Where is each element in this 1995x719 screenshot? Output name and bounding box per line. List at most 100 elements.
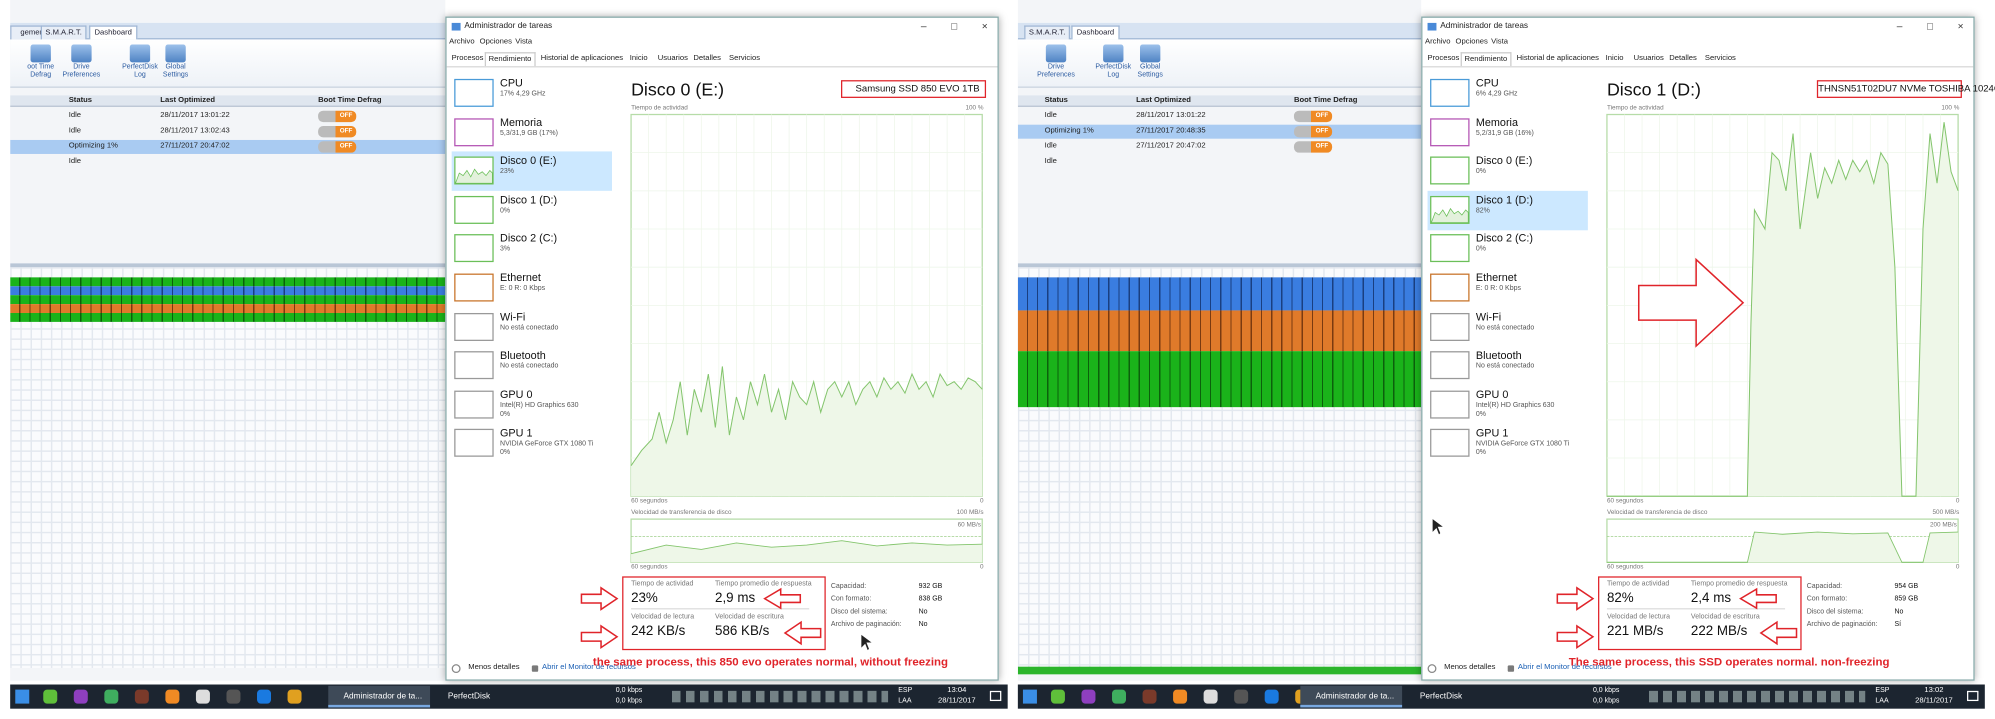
toolbar-icon[interactable] (129, 44, 151, 63)
device-name[interactable]: Disco 1 (D:) (500, 193, 558, 206)
tab[interactable]: Servicios (729, 54, 761, 63)
device-name[interactable]: Disco 2 (C:) (500, 232, 558, 245)
device-name[interactable]: Wi-Fi (500, 309, 526, 323)
tab[interactable]: Detalles (1669, 54, 1697, 63)
tab[interactable]: Detalles (693, 54, 722, 63)
device-name[interactable]: Disco 0 (E:) (1475, 154, 1533, 167)
toolbar-icon[interactable] (1045, 44, 1067, 63)
window-control[interactable]: × (1957, 20, 1964, 32)
device-name[interactable]: GPU 1 (500, 426, 533, 440)
device-name[interactable]: Disco 0 (E:) (500, 154, 557, 167)
tab[interactable]: Procesos (451, 54, 484, 63)
device-name[interactable]: Bluetooth (500, 348, 546, 362)
taskbar-window[interactable]: Administrador de ta... (1300, 685, 1403, 708)
notification-icon[interactable] (989, 690, 1002, 702)
tab[interactable]: Rendimiento (1460, 52, 1512, 67)
toolbar-icon[interactable] (165, 44, 186, 63)
toolbar-icon[interactable] (30, 44, 51, 63)
clock-time[interactable]: 13:02 (1924, 687, 1944, 695)
taskbar-icon[interactable] (1264, 689, 1279, 704)
taskbar-icon[interactable] (1173, 689, 1188, 704)
toolbar-icon[interactable] (1139, 44, 1161, 63)
taskbar-icon[interactable] (287, 689, 302, 704)
language[interactable]: LAA (1875, 697, 1889, 705)
window-control[interactable]: – (1896, 20, 1903, 32)
device-name[interactable]: Bluetooth (1475, 348, 1522, 362)
menu-item[interactable]: Archivo (1424, 38, 1451, 46)
device-name[interactable]: CPU (500, 76, 523, 90)
footer-link[interactable]: Abrir el Monitor de recursos (542, 664, 636, 672)
taskbar-icon[interactable] (1081, 689, 1096, 704)
clock-date[interactable]: 28/11/2017 (937, 697, 976, 705)
toggle-off[interactable]: OFF (1293, 110, 1333, 123)
language[interactable]: LAA (898, 697, 912, 705)
tab[interactable]: Dashboard (89, 25, 138, 40)
device-name[interactable]: Disco 2 (C:) (1475, 232, 1533, 245)
taskbar-icon[interactable] (1203, 689, 1218, 704)
toggle-off[interactable]: OFF (318, 110, 357, 123)
taskbar-icon[interactable] (257, 689, 272, 704)
window-control[interactable]: – (920, 20, 927, 32)
clock-time[interactable]: 13:04 (947, 687, 967, 695)
tab[interactable]: Dashboard (1071, 25, 1120, 40)
taskbar-icon[interactable] (134, 689, 149, 704)
menu-item[interactable]: Opciones (479, 38, 512, 46)
taskbar-window[interactable]: Administrador de ta... (328, 685, 431, 708)
toggle-off[interactable]: OFF (318, 125, 357, 138)
toolbar-icon[interactable] (71, 44, 92, 63)
taskbar-window[interactable]: PerfectDisk (447, 692, 491, 702)
device-name[interactable]: GPU 0 (500, 387, 533, 401)
toggle-off[interactable]: OFF (1293, 141, 1333, 153)
tab[interactable]: Rendimiento (484, 52, 536, 67)
taskbar-icon[interactable] (165, 689, 180, 704)
device-name[interactable]: GPU 0 (1475, 387, 1509, 401)
menu-item[interactable]: Vista (515, 38, 533, 46)
notification-icon[interactable] (1967, 690, 1979, 702)
footer-link[interactable]: Menos detalles (468, 664, 520, 672)
device-name[interactable]: Ethernet (500, 271, 541, 284)
taskbar-icon[interactable] (195, 689, 210, 704)
device-name[interactable]: Wi-Fi (1475, 309, 1502, 323)
tab[interactable]: S.M.A.R.T. (40, 25, 87, 40)
tab[interactable]: Historial de aplicaciones (540, 54, 624, 63)
start-button[interactable] (1022, 689, 1037, 704)
taskbar-icon[interactable] (1234, 689, 1249, 704)
window-control[interactable]: □ (951, 20, 958, 32)
toggle-off[interactable]: OFF (318, 141, 357, 153)
clock-date[interactable]: 28/11/2017 (1915, 697, 1953, 705)
tab[interactable]: Inicio (629, 54, 648, 63)
device-name[interactable]: Memoria (1475, 115, 1518, 128)
language[interactable]: ESP (1875, 687, 1890, 695)
toolbar-icon[interactable] (1103, 44, 1124, 63)
taskbar-icon[interactable] (104, 689, 119, 704)
device-name[interactable]: CPU (1475, 76, 1499, 90)
device-name[interactable]: Ethernet (1475, 271, 1517, 284)
menu-item[interactable]: Archivo (449, 38, 475, 46)
window-control[interactable]: □ (1927, 20, 1934, 32)
device-name[interactable]: Memoria (500, 115, 543, 128)
less-details-icon[interactable] (1427, 664, 1437, 674)
tab[interactable]: S.M.A.R.T. (1024, 25, 1071, 40)
tab[interactable]: Servicios (1704, 54, 1736, 63)
less-details-icon[interactable] (451, 664, 461, 674)
device-name[interactable]: GPU 1 (1475, 426, 1509, 440)
taskbar-icon[interactable] (1050, 689, 1065, 704)
taskbar-icon[interactable] (226, 689, 241, 704)
taskbar-window[interactable]: PerfectDisk (1419, 692, 1463, 702)
window-control[interactable]: × (981, 20, 988, 32)
tab[interactable]: Inicio (1605, 54, 1624, 63)
toggle-off[interactable]: OFF (1293, 125, 1333, 138)
taskbar-icon[interactable] (73, 689, 88, 704)
taskbar-icon[interactable] (43, 689, 58, 704)
tab[interactable]: Procesos (1427, 54, 1460, 63)
footer-link[interactable]: Menos detalles (1444, 664, 1496, 672)
taskbar-icon[interactable] (1142, 689, 1157, 704)
device-name[interactable]: Disco 1 (D:) (1475, 193, 1533, 206)
start-button[interactable] (15, 689, 30, 704)
menu-item[interactable]: Vista (1491, 38, 1508, 46)
tab[interactable]: Historial de aplicaciones (1516, 54, 1599, 63)
taskbar-icon[interactable] (1112, 689, 1127, 704)
menu-item[interactable]: Opciones (1455, 38, 1488, 46)
tab[interactable]: Usuarios (657, 54, 688, 63)
language[interactable]: ESP (898, 687, 913, 695)
